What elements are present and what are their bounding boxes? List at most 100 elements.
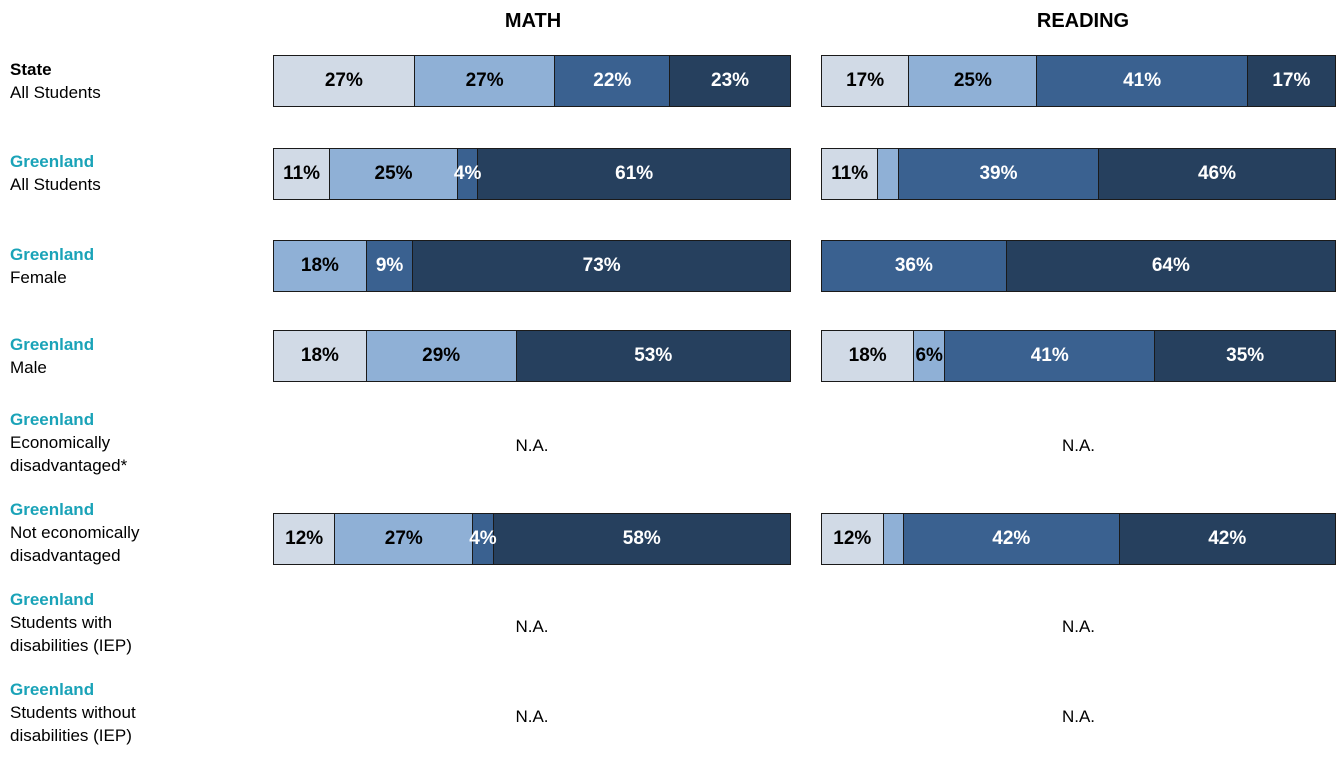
math-bar-segment: 58%	[493, 514, 790, 564]
math-bar-segment: 4%	[454, 149, 481, 199]
data-label: 29%	[422, 345, 461, 366]
data-label: 22%	[593, 70, 632, 91]
data-label: 18%	[300, 345, 339, 366]
math-bar-segment: 61%	[478, 149, 790, 199]
reading-bar-segment: 12%	[822, 514, 884, 564]
row-label: Greenland Male	[10, 333, 260, 379]
reading-stacked-bar: 11% 39% 46%	[821, 148, 1336, 200]
data-label: 27%	[324, 70, 363, 91]
subgroup-name: Female	[10, 268, 67, 287]
group-name: Greenland	[10, 335, 95, 354]
math-panel-title: MATH	[504, 10, 562, 32]
data-label: 12%	[285, 528, 324, 549]
data-label: 17%	[846, 70, 885, 91]
math-na-label: N.A.	[515, 617, 549, 636]
reading-bar-segment: 18%	[822, 331, 915, 381]
data-label: 39%	[979, 163, 1018, 184]
reading-bar-segment: 25%	[909, 56, 1038, 106]
data-label: 6%	[915, 345, 943, 366]
subgroup-name: Not economically disadvantaged	[10, 523, 140, 565]
math-stacked-bar: 18% 29% 53%	[273, 330, 791, 382]
math-bar-segment: 18%	[274, 241, 367, 291]
math-bar-segment: 22%	[555, 56, 671, 106]
data-label: 18%	[848, 345, 887, 366]
math-bar-segment: 53%	[516, 331, 790, 381]
math-bar-segment: 18%	[274, 331, 367, 381]
subgroup-name: All Students	[10, 83, 101, 102]
reading-bar-segment: 41%	[945, 331, 1156, 381]
reading-na-label: N.A.	[1061, 707, 1096, 726]
data-label: 64%	[1151, 255, 1190, 276]
data-label: 9%	[375, 255, 404, 276]
group-name: Greenland	[10, 680, 95, 699]
group-name: State	[10, 60, 52, 79]
reading-na-label: N.A.	[1061, 617, 1096, 636]
math-stacked-bar: 12% 27% 4% 58%	[273, 513, 791, 565]
data-label: 42%	[992, 528, 1031, 549]
math-na-label: N.A.	[515, 436, 549, 455]
group-name: Greenland	[10, 152, 95, 171]
reading-bar-segment	[878, 149, 899, 199]
reading-panel-title: READING	[1036, 10, 1130, 32]
data-label: 42%	[1208, 528, 1247, 549]
data-label: 36%	[894, 255, 933, 276]
math-stacked-bar: 27% 27% 22% 23%	[273, 55, 791, 107]
reading-bar-segment: 35%	[1155, 331, 1335, 381]
data-label: 27%	[465, 70, 504, 91]
data-label: 41%	[1030, 345, 1069, 366]
math-bar-segment: 9%	[366, 241, 414, 291]
row-label: Greenland Not economically disadvantaged	[10, 498, 260, 567]
reading-stacked-bar: 12% 42% 42%	[821, 513, 1336, 565]
math-bar-segment: 4%	[469, 514, 497, 564]
reading-bar-segment: 46%	[1099, 149, 1335, 199]
reading-stacked-bar: 17% 25% 41% 17%	[821, 55, 1336, 107]
math-bar-segment: 27%	[335, 514, 474, 564]
data-label: 17%	[1272, 70, 1311, 91]
math-bar-segment: 23%	[670, 56, 790, 106]
math-bar-segment: 73%	[413, 241, 790, 291]
data-label: 12%	[833, 528, 872, 549]
reading-stacked-bar: 36% 64%	[821, 240, 1336, 292]
subgroup-name: Economically disadvantaged*	[10, 433, 128, 475]
math-bar-segment: 12%	[274, 514, 336, 564]
data-label: 4%	[469, 528, 497, 549]
math-bar-segment: 11%	[274, 149, 331, 199]
data-label: 61%	[615, 163, 654, 184]
group-name: Greenland	[10, 500, 95, 519]
data-label: 11%	[283, 163, 321, 184]
reading-stacked-bar: 18% 6% 41% 35%	[821, 330, 1336, 382]
reading-bar-segment: 11%	[822, 149, 879, 199]
reading-bar-segment	[883, 514, 905, 564]
data-label: 23%	[711, 70, 750, 91]
math-bar-segment: 27%	[274, 56, 415, 106]
math-na-label: N.A.	[515, 707, 549, 726]
reading-bar-segment: 17%	[1247, 56, 1335, 106]
subgroup-name: Students with disabilities (IEP)	[10, 613, 132, 655]
row-label: Greenland All Students	[10, 150, 260, 196]
row-label: Greenland Students without disabilities (…	[10, 678, 260, 747]
reading-bar-segment: 6%	[914, 331, 946, 381]
math-bar-segment: 25%	[330, 149, 458, 199]
data-label: 27%	[384, 528, 423, 549]
data-label: 46%	[1197, 163, 1236, 184]
math-stacked-bar: 18% 9% 73%	[273, 240, 791, 292]
math-stacked-bar: 11% 25% 4% 61%	[273, 148, 791, 200]
data-label: 25%	[953, 70, 992, 91]
group-name: Greenland	[10, 410, 95, 429]
row-label: Greenland Economically disadvantaged*	[10, 408, 260, 477]
row-label: Greenland Students with disabilities (IEP…	[10, 588, 260, 657]
subgroup-name: Male	[10, 358, 47, 377]
data-label: 35%	[1226, 345, 1265, 366]
data-label: 11%	[831, 163, 869, 184]
reading-bar-segment: 36%	[822, 241, 1007, 291]
row-label: Greenland Female	[10, 243, 260, 289]
data-label: 41%	[1123, 70, 1162, 91]
reading-bar-segment: 64%	[1006, 241, 1335, 291]
reading-na-label: N.A.	[1061, 436, 1096, 455]
math-bar-segment: 27%	[414, 56, 556, 106]
group-name: Greenland	[10, 590, 95, 609]
reading-bar-segment: 42%	[1119, 514, 1335, 564]
reading-bar-segment: 41%	[1037, 56, 1248, 106]
data-label: 58%	[622, 528, 661, 549]
